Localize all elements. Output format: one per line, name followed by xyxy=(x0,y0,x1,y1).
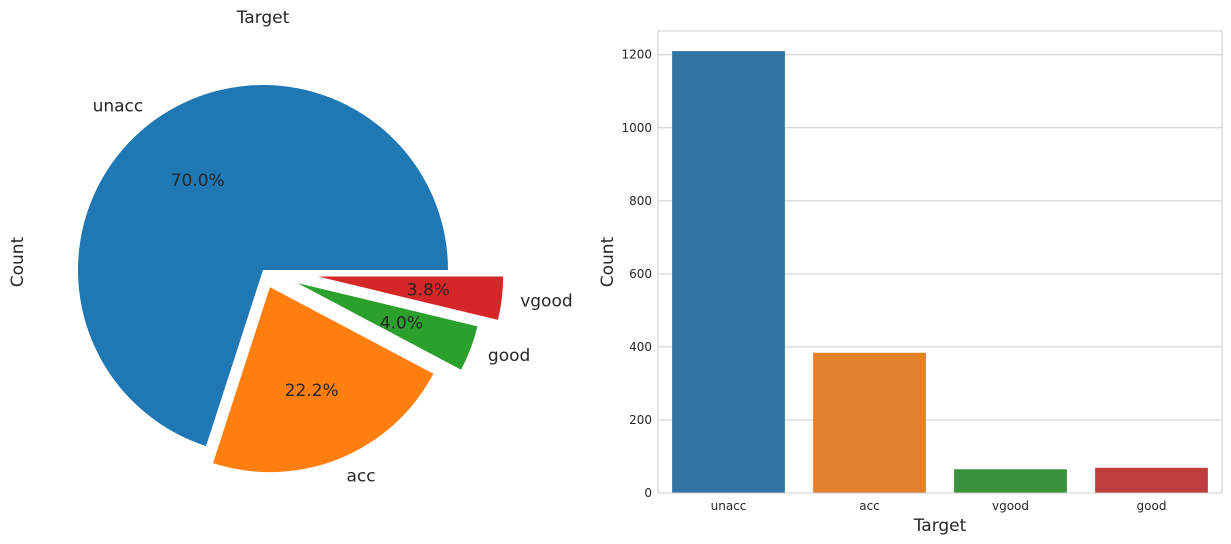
bar-ytick-label: 1000 xyxy=(621,121,652,135)
pie-label-vgood: vgood xyxy=(520,292,572,312)
pie-slice-acc xyxy=(213,287,434,473)
pie-pct-acc: 22.2% xyxy=(285,381,339,401)
bar-ytick-label: 200 xyxy=(629,413,652,427)
pie-slices: unacc 70.0% acc 22.2% good 4.0% vgood 3.8% xyxy=(78,85,573,487)
bar-ytick-label: 0 xyxy=(644,486,652,500)
pie-slice-good xyxy=(297,283,478,370)
pie-label-good: good xyxy=(488,346,530,366)
pie-chart: Target Count unacc 70.0% acc 22.2% good 4.0% v… xyxy=(8,8,573,487)
bar-xtick-label-unacc: unacc xyxy=(711,499,747,513)
pie-pct-unacc: 70.0% xyxy=(171,171,225,191)
bar-good xyxy=(1095,467,1208,493)
bar-xtick-label-good: good xyxy=(1137,499,1167,513)
bar-x-ticks: unacc acc vgood good xyxy=(711,499,1167,513)
pie-pct-vgood: 3.8% xyxy=(407,281,450,301)
bar-ytick-label: 600 xyxy=(629,267,652,281)
bar-xtick-label-vgood: vgood xyxy=(992,499,1029,513)
pie-title: Target xyxy=(236,8,290,28)
pie-ylabel: Count xyxy=(8,236,28,287)
bar-vgood xyxy=(954,469,1067,493)
bar-xlabel: Target xyxy=(913,516,967,536)
bar-xtick-label-acc: acc xyxy=(859,499,880,513)
bar-ytick-label: 800 xyxy=(629,194,652,208)
bar-ytick-label: 1200 xyxy=(621,48,652,62)
bar-ylabel: Count xyxy=(598,236,618,287)
pie-label-unacc: unacc xyxy=(93,96,144,116)
bar-acc xyxy=(813,352,926,493)
bar-frame-border xyxy=(657,30,1223,494)
bar-unacc xyxy=(672,51,785,494)
pie-label-acc: acc xyxy=(346,467,375,487)
bar-bars xyxy=(672,51,1208,494)
bar-ytick-label: 400 xyxy=(629,340,652,354)
bar-y-ticks: 0 200 400 600 800 1000 1200 xyxy=(621,48,652,500)
pie-slice-unacc xyxy=(78,85,449,447)
pie-pct-good: 4.0% xyxy=(380,313,423,333)
pie-slice-vgood xyxy=(318,276,504,320)
